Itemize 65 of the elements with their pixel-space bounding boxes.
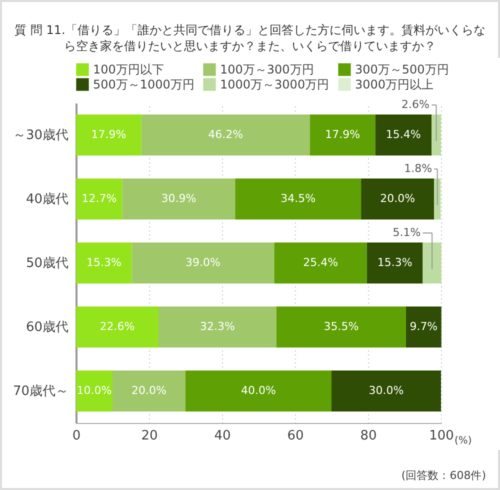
x-tick-label: 20 — [141, 428, 158, 444]
data-label: 40.0% — [241, 384, 276, 397]
data-label: 30.0% — [368, 384, 404, 397]
bar — [375, 114, 432, 156]
bar — [310, 114, 376, 156]
bar — [276, 306, 406, 348]
bar — [132, 242, 274, 284]
data-label: 17.9% — [91, 128, 126, 141]
data-label: 1.8% — [404, 162, 432, 175]
bar — [76, 178, 122, 220]
bar — [422, 242, 442, 284]
x-tick-label: 0 — [72, 428, 81, 444]
bar — [76, 242, 132, 284]
bar — [406, 306, 442, 348]
bar — [332, 370, 441, 412]
legend-label: 100万円以下 — [93, 62, 164, 77]
bar — [235, 178, 362, 220]
x-tick-label: 80 — [360, 428, 377, 444]
x-tick-label: 60 — [287, 428, 304, 444]
data-label: 25.4% — [303, 256, 338, 269]
legend-label: 1000万～3000万円 — [220, 78, 330, 92]
bar — [366, 242, 423, 284]
data-label: 20.0% — [380, 192, 416, 205]
bar — [186, 370, 332, 412]
data-label: 22.6% — [100, 320, 135, 333]
legend-label: 500万～1000万円 — [93, 78, 194, 92]
y-tick-label: ～30歳代 — [12, 128, 68, 143]
data-label: 2.6% — [402, 98, 430, 111]
bar — [432, 114, 441, 156]
data-label: 34.5% — [280, 192, 316, 205]
data-label: 5.1% — [392, 226, 421, 239]
legend-label: 3000万円以上 — [355, 78, 434, 92]
y-tick-label: 70歳代～ — [12, 384, 68, 399]
data-label: 10.0% — [76, 384, 112, 397]
y-tick-label: 40歳代 — [26, 192, 68, 207]
x-tick-label: 40 — [214, 428, 231, 444]
legend-label: 100万～300万円 — [220, 62, 314, 77]
bar — [76, 114, 142, 156]
bar — [158, 306, 276, 348]
y-tick-label: 50歳代 — [26, 256, 68, 271]
y-tick-label: 60歳代 — [26, 320, 68, 335]
bar — [274, 242, 367, 284]
data-label: 9.7% — [410, 320, 438, 333]
chart-title: 質 問 11.「借りる」「誰かと共同で借りる」と回答した方に伺います。賃料がいくらなら空き家を借りたいと思いますか？また、いくらで借りていますか？ — [14, 22, 486, 54]
legend-label: 300万～500万円 — [355, 62, 449, 77]
text: (回答数：608件) — [401, 468, 486, 483]
bar — [361, 178, 434, 220]
data-label: 46.2% — [208, 128, 244, 141]
bar — [112, 370, 186, 412]
data-label: 30.9% — [161, 192, 196, 205]
data-label: 12.7% — [82, 192, 117, 205]
data-label: 32.3% — [200, 320, 235, 333]
x-axis-title: (%) — [454, 436, 472, 446]
bar — [76, 306, 158, 348]
bar — [76, 370, 112, 412]
bar — [122, 178, 236, 220]
bar — [141, 114, 310, 156]
data-label: 15.3% — [377, 256, 412, 269]
data-label: 17.9% — [325, 128, 360, 141]
x-tick-label: 100 — [429, 428, 454, 444]
data-label: 35.5% — [324, 320, 359, 333]
data-label: 15.4% — [386, 128, 421, 141]
data-label: 20.0% — [132, 384, 166, 397]
data-label: 15.3% — [86, 256, 122, 269]
data-label: 39.0% — [186, 256, 220, 269]
